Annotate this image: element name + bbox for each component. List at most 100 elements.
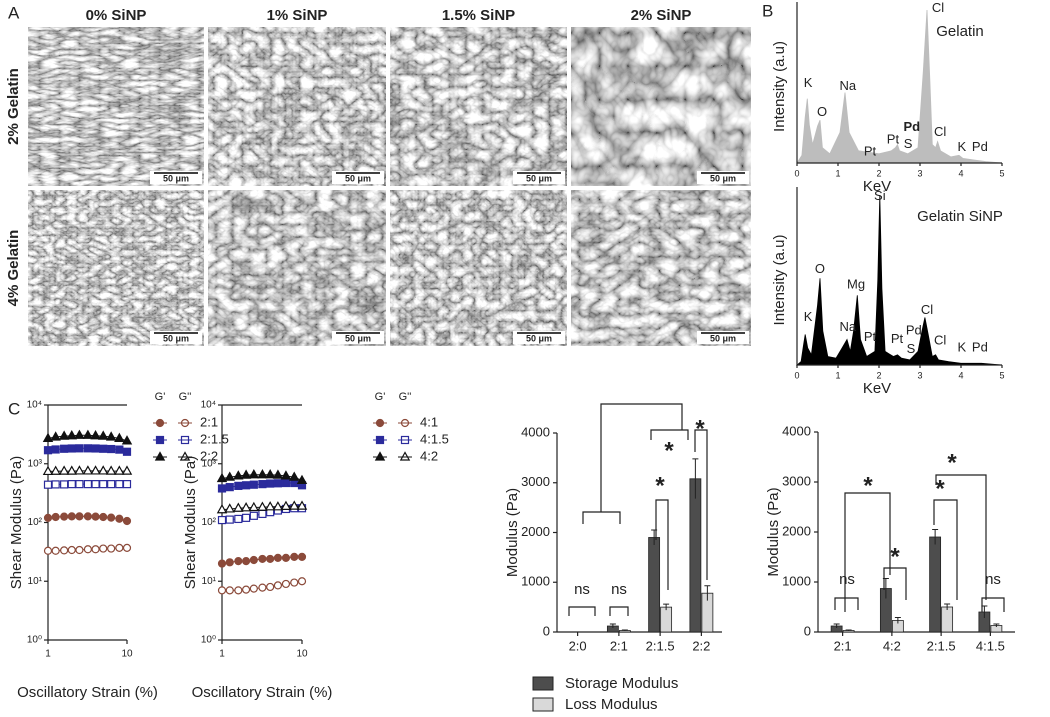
legend-marker — [179, 451, 191, 461]
peak-label: Pt — [864, 144, 877, 159]
y-tick-label: 10⁰ — [27, 635, 42, 646]
x-tick-label: 5 — [999, 168, 1004, 178]
loss-point — [224, 503, 235, 513]
error-bar — [993, 623, 1000, 627]
y-tick-label: 10¹ — [28, 576, 43, 587]
bar — [689, 478, 702, 633]
loss-point — [249, 511, 258, 520]
scale-bar-box — [150, 171, 202, 184]
x-tick-label: 2:1 — [834, 638, 852, 653]
loss-point — [66, 465, 78, 475]
y-tick-label: 0 — [804, 623, 811, 638]
x-tick-label: 5 — [999, 370, 1004, 380]
loss-point — [234, 586, 243, 595]
storage-point — [296, 474, 308, 485]
storage-point — [258, 554, 267, 564]
loss-point — [249, 584, 258, 593]
loss-point — [91, 480, 100, 489]
storage-point — [42, 432, 54, 443]
peak-label: Cl — [921, 302, 933, 317]
significance-bracket — [844, 492, 891, 612]
significance-bracket — [933, 499, 958, 600]
peak-label: S — [904, 136, 913, 151]
error-bar — [944, 603, 951, 610]
x-tick-label: 2:1 — [610, 638, 628, 653]
scale-bar-label: 50 μm — [345, 173, 371, 183]
storage-point — [115, 445, 124, 454]
y-tick-label: 4000 — [782, 423, 811, 438]
storage-point — [107, 444, 116, 454]
loss-point — [90, 465, 101, 475]
significance-label: * — [695, 415, 705, 442]
y-tick-label: 1000 — [521, 574, 550, 589]
storage-point — [272, 469, 284, 479]
loss-point — [83, 480, 93, 489]
storage-point — [248, 469, 260, 479]
loss-point — [107, 544, 116, 553]
loss-point — [51, 546, 60, 555]
x-tick-label: 4 — [958, 168, 963, 178]
storage-point — [225, 483, 234, 492]
storage-point — [224, 471, 235, 481]
y-tick-label: 10³ — [202, 458, 217, 469]
peak-label: Mg — [847, 277, 865, 292]
scale-bar-label: 50 μm — [526, 333, 552, 343]
loss-point — [43, 546, 53, 555]
storage-point — [266, 479, 275, 488]
x-tick-label: 3 — [917, 168, 922, 178]
loss-point — [115, 543, 124, 552]
significance-bracket — [981, 597, 1005, 612]
peak-label: K — [804, 309, 813, 324]
peak-label: Pt — [891, 331, 904, 346]
storage-point — [90, 429, 101, 440]
peak-label: O — [815, 261, 825, 276]
significance-label: ns — [839, 571, 855, 588]
x-axis-label: Oscillatory Strain (%) — [192, 684, 333, 701]
peak-label: Pd — [906, 322, 922, 337]
legend-label: 2:1.5 — [200, 431, 229, 446]
y-tick-label: 2000 — [521, 524, 550, 539]
significance-bracket — [883, 567, 907, 600]
loss-point — [258, 583, 267, 592]
x-axis-label: KeV — [863, 380, 891, 397]
x-tick-label: 3 — [917, 370, 922, 380]
loss-point — [297, 577, 307, 586]
storage-point — [289, 471, 300, 481]
loss-point — [273, 581, 283, 590]
y-axis-label: Shear Modulus (Pa) — [8, 456, 25, 589]
loss-point — [217, 515, 227, 525]
storage-point — [258, 480, 267, 489]
storage-point — [241, 557, 251, 566]
bar — [660, 606, 673, 633]
loss-point — [234, 514, 243, 524]
loss-point — [75, 545, 84, 555]
loss-point — [225, 515, 234, 524]
y-axis-label: Intensity (a.u) — [771, 235, 788, 326]
legend-marker — [374, 451, 386, 461]
legend-header: G' — [155, 391, 166, 403]
y-axis-label: Shear Modulus (Pa) — [182, 456, 199, 589]
error-bar — [609, 623, 616, 629]
storage-point — [273, 479, 283, 488]
error-bar — [894, 617, 901, 624]
loss-point — [258, 509, 267, 519]
loss-point — [67, 545, 76, 555]
spectrum — [795, 194, 1003, 366]
storage-point — [91, 512, 100, 521]
peak-label: S — [907, 341, 916, 356]
y-axis-label: Intensity (a.u) — [771, 41, 788, 132]
storage-point — [66, 429, 78, 440]
loss-point — [51, 480, 60, 489]
loss-point — [233, 502, 244, 512]
legend-marker — [399, 451, 411, 461]
loss-point — [67, 480, 76, 489]
column-header: 0% SiNP — [86, 7, 147, 24]
loss-point — [216, 503, 228, 514]
scale-bar-box — [332, 171, 384, 184]
storage-point — [114, 432, 125, 443]
legend-label: 2:1 — [200, 414, 218, 429]
scale-bar-box — [697, 171, 749, 184]
sem-image — [208, 190, 386, 346]
peak-label: K — [957, 339, 966, 354]
loss-point — [264, 501, 276, 511]
